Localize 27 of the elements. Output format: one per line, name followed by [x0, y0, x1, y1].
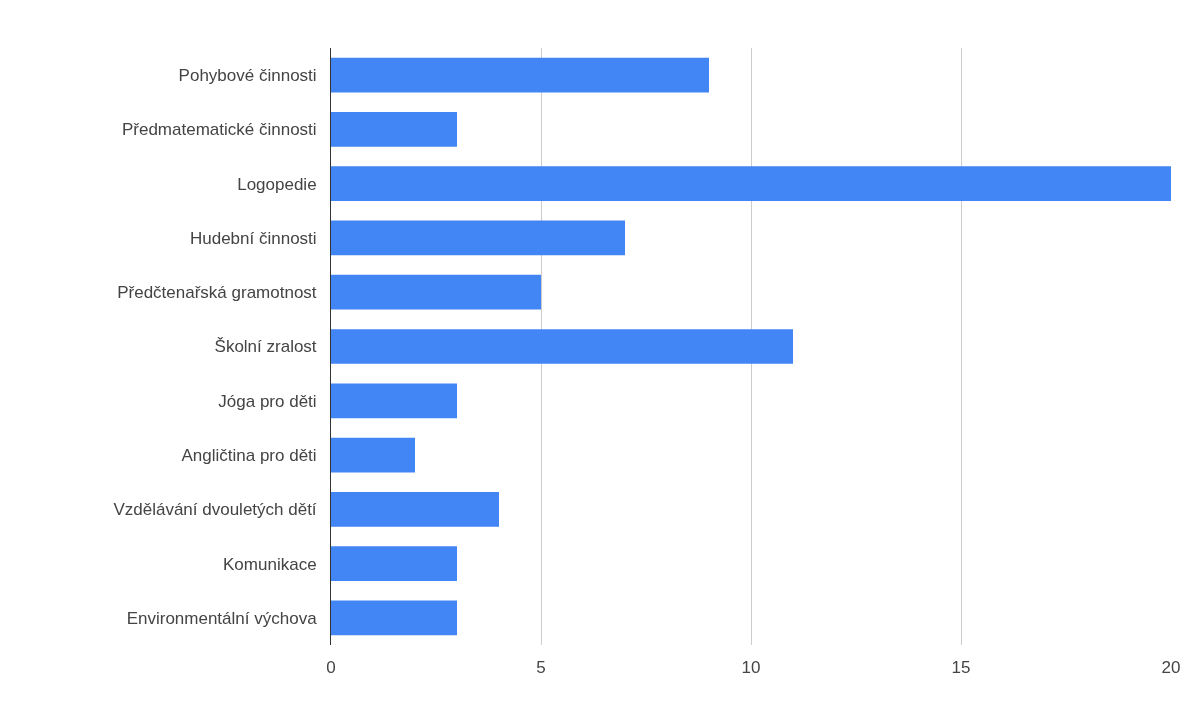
y-tick-label: Předčtenařská gramotnost	[117, 283, 317, 303]
bar	[331, 166, 1171, 202]
y-tick-label: Environmentální výchova	[126, 608, 318, 628]
y-tick-label: Pohybové činnosti	[178, 66, 317, 86]
x-tick-label: 0	[326, 658, 336, 677]
bar	[331, 491, 499, 527]
y-tick-label: Logopedie	[237, 174, 317, 194]
x-tick-label: 10	[741, 658, 761, 677]
bar	[331, 437, 415, 473]
x-tick-label: 15	[951, 658, 971, 677]
x-tick-label: 20	[1161, 658, 1181, 677]
y-tick-label: Vzdělávání dvouletých dětí	[113, 500, 317, 520]
bar	[331, 57, 709, 93]
y-tick-label: Předmatematické činnosti	[121, 120, 317, 140]
x-tick-label: 5	[536, 658, 546, 677]
bar	[331, 600, 457, 636]
y-tick-label: Školní zralost	[214, 337, 317, 357]
y-tick-label: Komunikace	[223, 554, 317, 574]
bar	[331, 274, 541, 310]
bar	[331, 112, 457, 147]
bar	[331, 546, 457, 581]
bar	[331, 329, 793, 364]
bar	[331, 383, 457, 419]
y-tick-label: Hudební činnosti	[189, 228, 317, 248]
y-tick-label: Angličtina pro děti	[181, 446, 317, 465]
y-tick-label: Jóga pro děti	[218, 391, 317, 411]
bar	[331, 220, 625, 256]
